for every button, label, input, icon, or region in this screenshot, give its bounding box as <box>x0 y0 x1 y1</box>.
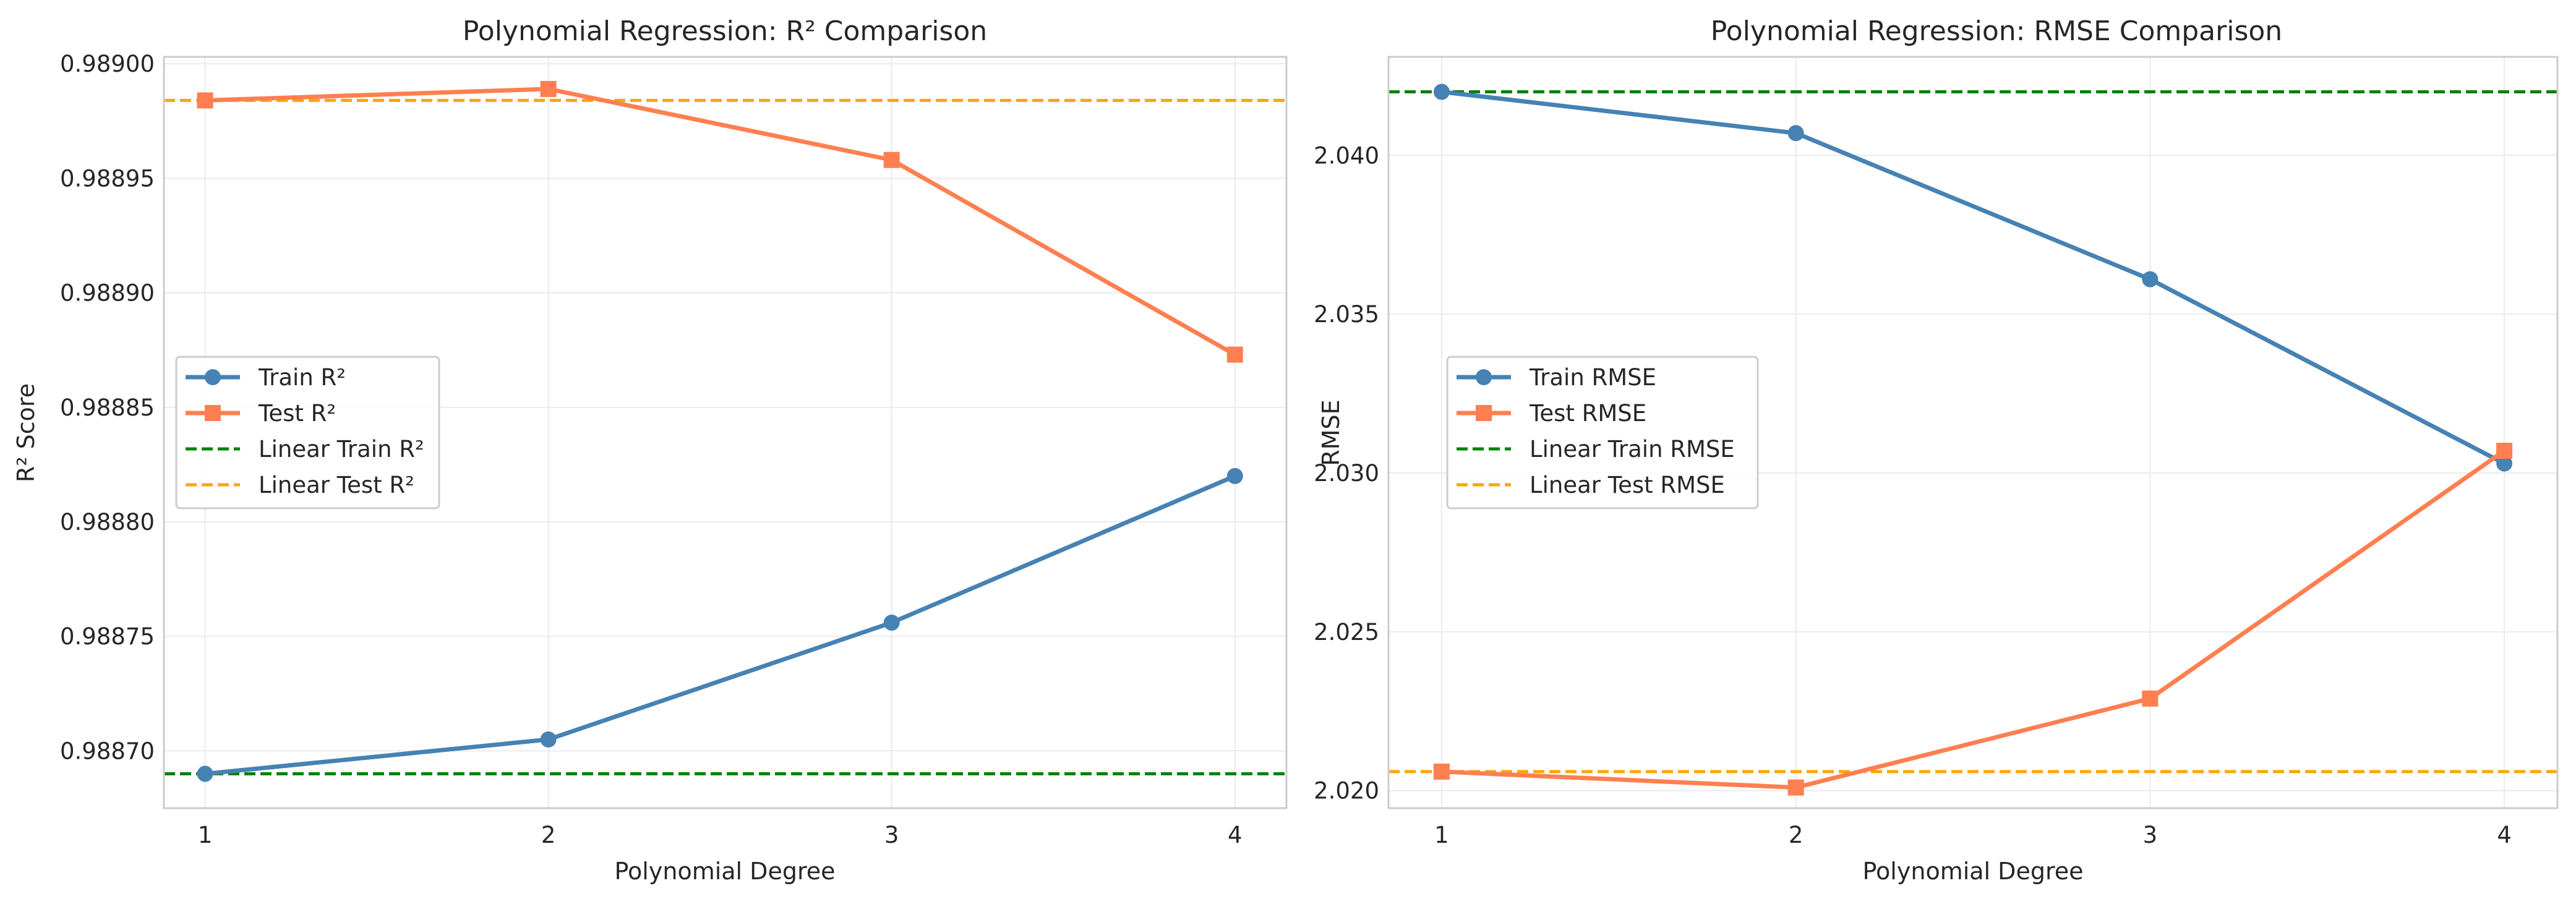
r2-legend-label-train: Train R² <box>258 364 346 391</box>
rmse-data-point <box>2496 455 2513 472</box>
rmse-x-tick-label: 1 <box>1434 822 1449 848</box>
rmse-plot-frame <box>1387 56 2559 809</box>
r2-chart: 0.98870 0.98875 0.98880 0.98885 0.98890 0.988… <box>12 15 1288 885</box>
r2-data-point <box>1226 346 1243 363</box>
r2-y-tick-label: 0.98890 <box>60 280 155 307</box>
r2-legend-box <box>175 356 440 510</box>
rmse-x-axis-label: Polynomial Degree <box>1863 858 2084 885</box>
rmse-legend: Train RMSE Test RMSE Linear Train RMSE L… <box>1446 356 1759 510</box>
rmse-x-tick-label: 3 <box>2143 822 2158 848</box>
r2-legend-marker-test <box>205 405 221 421</box>
r2-y-tick-label: 0.98875 <box>60 623 155 650</box>
r2-x-tick-label: 2 <box>541 822 556 848</box>
rmse-y-tick-label: 2.035 <box>1314 301 1379 328</box>
r2-data-point <box>1226 467 1243 484</box>
r2-tick-labels: 0.98870 0.98875 0.98880 0.98885 0.98890 0.988… <box>60 51 1243 848</box>
r2-y-tick-label: 0.98870 <box>60 738 155 764</box>
r2-series-line <box>205 87 1236 357</box>
r2-legend-label-linear-train: Linear Train R² <box>259 436 424 463</box>
rmse-y-tick-label: 2.030 <box>1314 460 1379 487</box>
r2-x-axis-label: Polynomial Degree <box>615 858 836 885</box>
r2-data-point <box>540 731 557 748</box>
r2-chart-title: Polynomial Regression: R² Comparison <box>463 15 987 47</box>
r2-y-tick-label: 0.98880 <box>60 509 155 535</box>
r2-y-axis-label: R² Score <box>12 383 40 482</box>
r2-legend-label-linear-test: Linear Test R² <box>259 472 414 498</box>
r2-data-point <box>197 765 213 782</box>
rmse-y-tick-label: 2.025 <box>1314 619 1379 646</box>
rmse-series-line <box>1441 449 2506 790</box>
r2-data-point <box>540 80 557 97</box>
r2-plot-frame <box>163 56 1288 809</box>
rmse-series-line <box>1441 90 2505 466</box>
r2-legend-label-test: Test R² <box>258 400 336 427</box>
r2-x-tick-label: 3 <box>884 822 899 848</box>
rmse-x-tick-label: 2 <box>1789 822 1804 848</box>
rmse-legend-label-linear-train: Linear Train RMSE <box>1530 436 1735 463</box>
rmse-data-point <box>1787 125 1804 142</box>
r2-data-point <box>197 92 213 109</box>
rmse-grid <box>1389 57 2557 808</box>
rmse-x-tick-label: 4 <box>2497 822 2512 848</box>
r2-series <box>197 80 1243 782</box>
rmse-y-tick-label: 2.020 <box>1314 778 1379 804</box>
rmse-data-point <box>1787 779 1804 796</box>
rmse-y-tick-label: 2.040 <box>1314 142 1379 169</box>
r2-x-tick-label: 1 <box>198 822 213 848</box>
rmse-y-axis-label: RMSE <box>1317 399 1345 466</box>
rmse-chart: 2.020 2.025 2.030 2.035 2.040 1 2 3 4 Polynomial… <box>1314 15 2559 885</box>
rmse-series <box>1433 83 2513 796</box>
r2-data-point <box>883 151 900 168</box>
r2-reference-lines <box>164 98 1286 775</box>
r2-legend-marker-train <box>205 369 221 385</box>
rmse-data-point <box>1433 83 1450 100</box>
rmse-legend-label-train: Train RMSE <box>1529 364 1656 391</box>
rmse-legend-box <box>1446 356 1759 510</box>
rmse-legend-marker-test <box>1476 405 1492 421</box>
rmse-tick-labels: 2.020 2.025 2.030 2.035 2.040 1 2 3 4 <box>1314 142 2512 848</box>
r2-y-tick-label: 0.98885 <box>60 394 155 421</box>
rmse-legend-marker-train <box>1476 369 1492 385</box>
r2-grid <box>164 57 1286 808</box>
r2-series-line <box>205 474 1236 776</box>
r2-y-tick-label: 0.98895 <box>60 165 155 192</box>
rmse-legend-label-linear-test: Linear Test RMSE <box>1530 472 1725 498</box>
r2-y-tick-label: 0.98900 <box>60 51 155 77</box>
rmse-reference-lines <box>1389 90 2557 774</box>
rmse-legend-label-test: Test RMSE <box>1529 400 1646 427</box>
r2-data-point <box>883 614 900 631</box>
r2-x-tick-label: 4 <box>1228 822 1243 848</box>
rmse-data-point <box>2496 443 2513 459</box>
rmse-data-point <box>2142 271 2159 288</box>
rmse-data-point <box>1433 763 1450 780</box>
r2-legend: Train R² Test R² Linear Train R² Linear … <box>175 356 440 510</box>
rmse-data-point <box>2142 690 2159 707</box>
rmse-chart-title: Polynomial Regression: RMSE Comparison <box>1711 15 2282 47</box>
